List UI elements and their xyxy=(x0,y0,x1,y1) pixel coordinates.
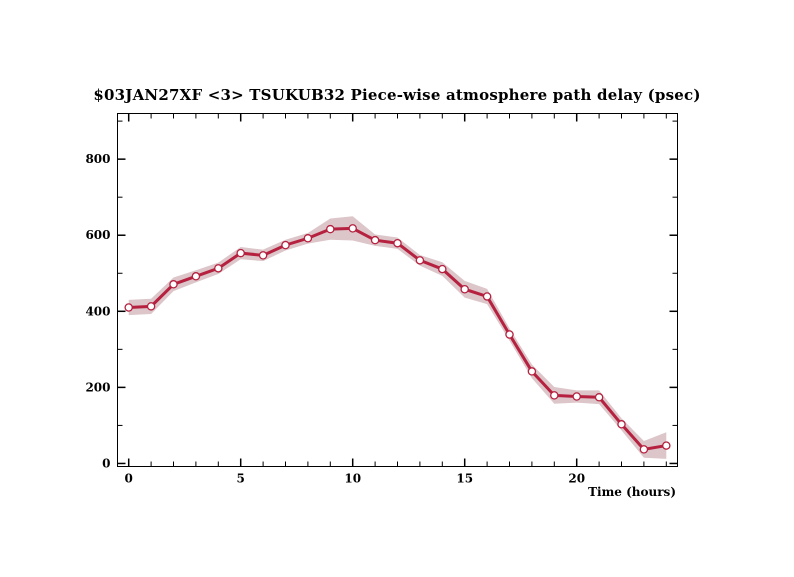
data-point xyxy=(505,330,514,339)
data-point xyxy=(438,264,447,274)
data-point xyxy=(639,445,649,454)
data-point xyxy=(258,251,268,260)
x-tick-label: 0 xyxy=(125,472,133,486)
y-tick-label: 600 xyxy=(85,228,110,242)
x-tick-label: 20 xyxy=(568,472,585,486)
x-tick-label: 10 xyxy=(344,472,361,486)
data-point xyxy=(214,264,223,273)
data-point xyxy=(326,224,335,234)
y-tick-label: 200 xyxy=(85,380,110,394)
plot-frame xyxy=(117,113,678,467)
chart-title: $03JAN27XF <3> TSUKUB32 Piece-wise atmos… xyxy=(93,86,701,104)
data-point xyxy=(617,420,626,429)
data-point xyxy=(348,224,357,233)
y-tick-label: 800 xyxy=(85,152,110,166)
data-point xyxy=(169,280,178,289)
data-point xyxy=(572,392,581,401)
data-point xyxy=(124,303,133,312)
data-point xyxy=(370,235,380,245)
data-point xyxy=(460,284,469,294)
data-point xyxy=(482,292,492,301)
y-tick-label: 400 xyxy=(85,304,110,318)
x-tick-label: 5 xyxy=(237,472,245,486)
data-point xyxy=(393,238,402,248)
data-point xyxy=(594,393,604,402)
data-point xyxy=(191,272,201,281)
data-point xyxy=(281,240,290,250)
data-point xyxy=(550,391,559,400)
data-point xyxy=(236,248,245,258)
data-point xyxy=(303,234,313,243)
y-tick-label: 0 xyxy=(102,456,110,470)
series-line xyxy=(128,226,667,452)
x-axis-label: Time (hours) xyxy=(588,485,676,499)
data-point xyxy=(415,256,425,265)
x-tick-label: 15 xyxy=(456,472,473,486)
error-band xyxy=(128,216,667,459)
data-point xyxy=(146,302,156,311)
data-point xyxy=(527,367,537,376)
data-point xyxy=(662,441,671,450)
